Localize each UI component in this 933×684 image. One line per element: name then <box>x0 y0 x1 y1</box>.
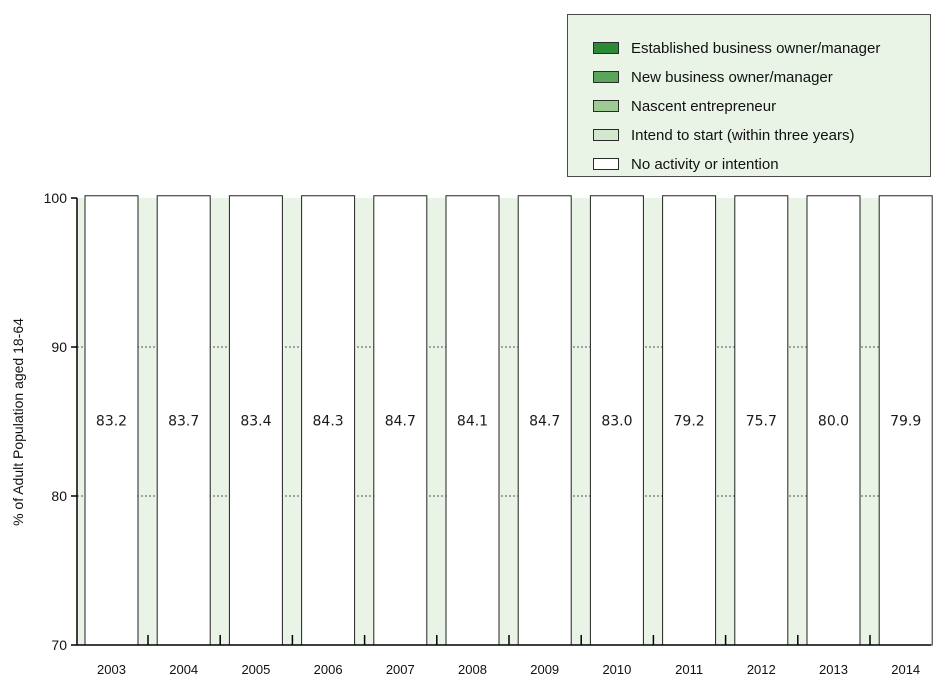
data-label-2005-0: 83.4 <box>240 413 271 429</box>
legend-item-no-activity: No activity or intention <box>593 153 779 175</box>
bar-segment-2011-0 <box>662 195 717 646</box>
legend-label-no-activity: No activity or intention <box>631 155 779 173</box>
x-tick-label-2013: 2013 <box>819 662 848 677</box>
bar-segment-2014-0 <box>878 195 933 646</box>
data-label-2011-0: 79.2 <box>674 413 705 429</box>
x-tick-label-2009: 2009 <box>530 662 559 677</box>
data-label-2012-0: 75.7 <box>746 413 777 429</box>
data-label-2008-0: 84.1 <box>457 413 488 429</box>
x-tick-label-2004: 2004 <box>169 662 198 677</box>
y-tick-label-90: 90 <box>51 339 67 355</box>
data-label-2009-0: 84.7 <box>529 413 560 429</box>
x-tick-label-2007: 2007 <box>386 662 415 677</box>
legend: Established business owner/manager New b… <box>567 14 931 177</box>
x-tick-label-2005: 2005 <box>241 662 270 677</box>
legend-label-nascent: Nascent entrepreneur <box>631 97 777 115</box>
plot-background <box>77 198 931 645</box>
data-label-2013-0: 80.0 <box>818 413 849 429</box>
bar-segment-2007-0 <box>373 195 428 646</box>
legend-swatch-intend <box>593 129 619 141</box>
bar-segment-2013-0 <box>806 195 861 646</box>
bar-segment-2005-0 <box>228 195 283 646</box>
legend-swatch-nascent <box>593 100 619 112</box>
legend-label-new-business: New business owner/manager <box>631 68 833 86</box>
data-label-2006-0: 84.3 <box>313 413 344 429</box>
bar-segment-2009-0 <box>517 195 572 646</box>
axes: 2003 2004 2005 2006 2007 2008 2009 2010 2011 2012… <box>44 190 931 677</box>
y-tick-label-100: 100 <box>44 190 68 206</box>
data-label-2004-0: 83.7 <box>168 413 199 429</box>
x-tick-label-2010: 2010 <box>602 662 631 677</box>
data-label-2003-0: 83.2 <box>96 413 127 429</box>
bar-segment-2012-0 <box>734 195 789 646</box>
legend-swatch-established <box>593 42 619 54</box>
legend-item-new-business: New business owner/manager <box>593 66 833 88</box>
bar-segment-2008-0 <box>445 195 500 646</box>
bar-segment-2010-0 <box>589 195 644 646</box>
bar-segment-2003-0 <box>84 195 139 646</box>
y-axis-label: % of Adult Population aged 18-64 <box>10 318 26 526</box>
legend-swatch-new-business <box>593 71 619 83</box>
x-tick-label-2012: 2012 <box>747 662 776 677</box>
plot-area <box>77 198 931 645</box>
y-tick-label-80: 80 <box>51 488 67 504</box>
x-tick-label-2006: 2006 <box>314 662 343 677</box>
x-tick-label-2011: 2011 <box>675 662 703 677</box>
data-label-2007-0: 84.7 <box>385 413 416 429</box>
bars: 83.24.93.03.25.783.75.92.92.84.783.45.72… <box>84 195 933 646</box>
y-tick-label-70: 70 <box>51 637 67 653</box>
legend-label-intend: Intend to start (within three years) <box>631 126 855 144</box>
x-tick-label-2008: 2008 <box>458 662 487 677</box>
legend-swatch-no-activity <box>593 158 619 170</box>
x-tick-label-2014: 2014 <box>891 662 920 677</box>
legend-item-established: Established business owner/manager <box>593 37 880 59</box>
bar-segment-2004-0 <box>156 195 211 646</box>
data-label-2010-0: 83.0 <box>601 413 632 429</box>
legend-item-intend: Intend to start (within three years) <box>593 124 854 146</box>
bar-segment-2006-0 <box>301 195 356 646</box>
data-label-2014-0: 79.9 <box>890 413 921 429</box>
x-tick-label-2003: 2003 <box>97 662 126 677</box>
legend-label-established: Established business owner/manager <box>631 39 881 57</box>
legend-item-nascent: Nascent entrepreneur <box>593 95 776 117</box>
